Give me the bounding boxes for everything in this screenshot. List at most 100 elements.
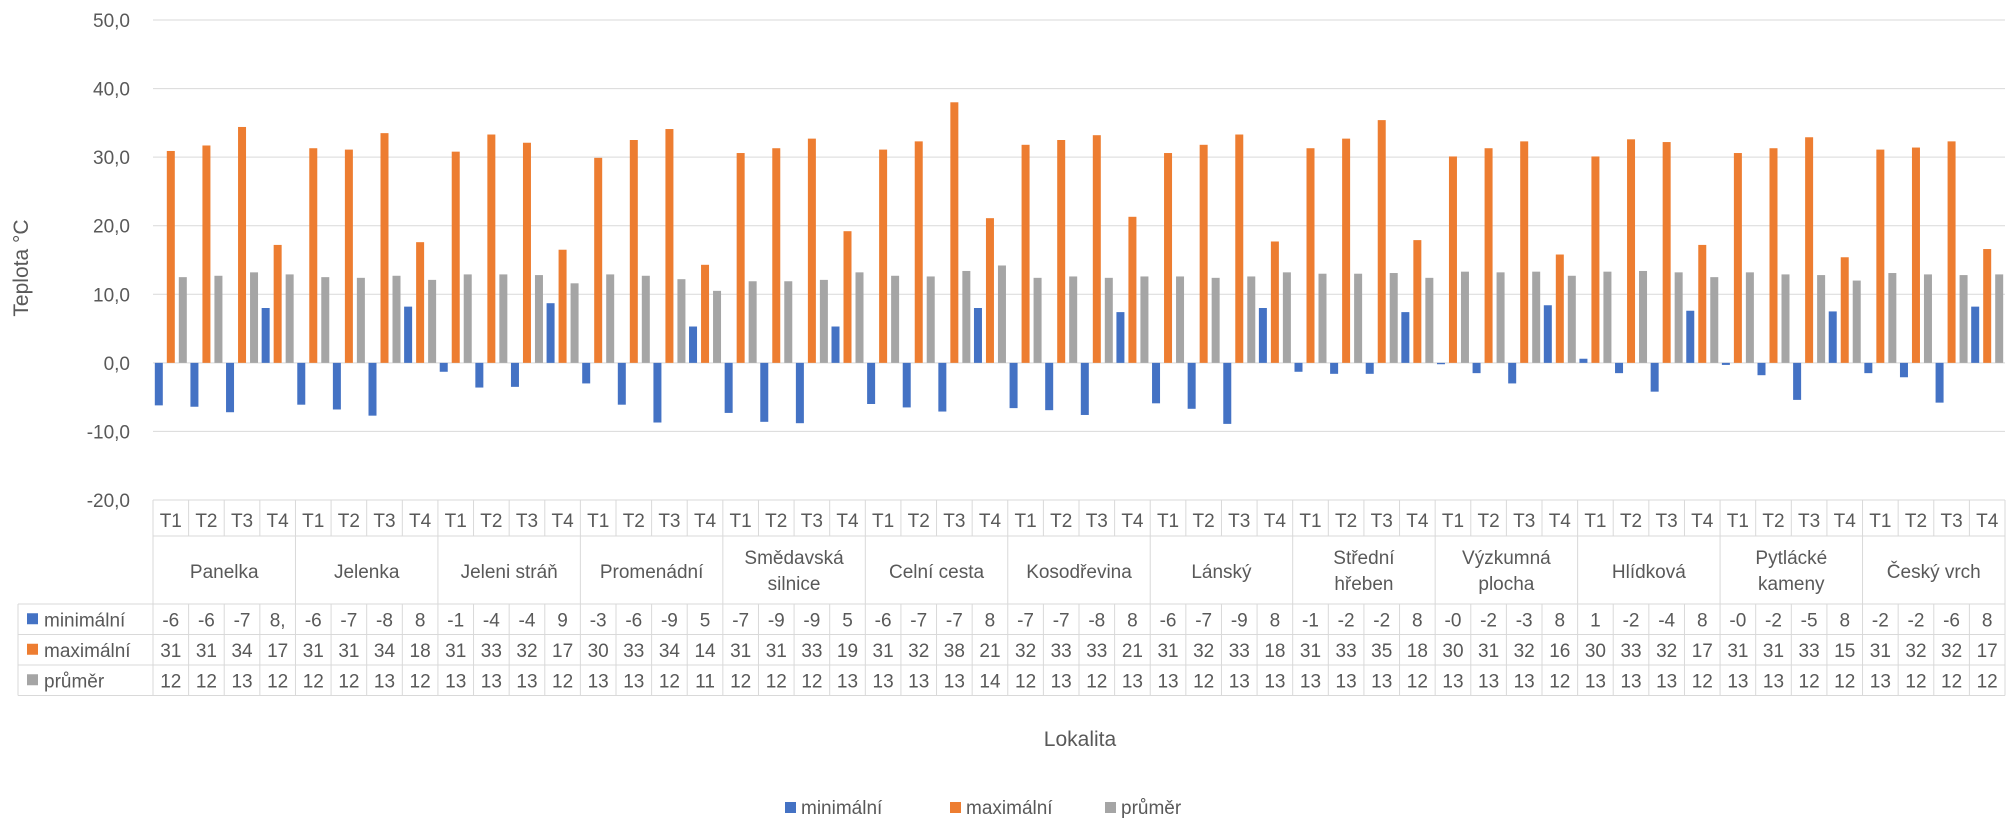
bar-průměr: [285, 274, 294, 363]
bar-minimální: [226, 362, 235, 413]
bar-průměr: [713, 290, 722, 363]
y-tick-label: 40,0: [93, 80, 130, 101]
y-tick-label: -10,0: [87, 422, 130, 443]
table-value: 13: [516, 671, 537, 692]
bar-maximální: [1983, 249, 1992, 363]
bar-minimální: [190, 362, 199, 407]
sub-category-label: T1: [1299, 511, 1321, 532]
location-label: Lánský: [1191, 562, 1252, 583]
bar-minimální: [689, 326, 698, 363]
table-value: 13: [944, 671, 965, 692]
table-value: 33: [623, 641, 644, 662]
bar-průměr: [1745, 272, 1754, 363]
bar-maximální: [416, 242, 425, 363]
location-label: Pytlácké: [1755, 548, 1827, 569]
table-value: 18: [1407, 641, 1428, 662]
bar-průměr: [641, 275, 650, 363]
bar-maximální: [166, 150, 175, 363]
table-value: 8: [1270, 610, 1281, 631]
sub-category-label: T4: [1406, 511, 1429, 532]
sub-category-label: T3: [943, 511, 965, 532]
sub-category-label: T2: [480, 511, 502, 532]
sub-category-label: T4: [1121, 511, 1144, 532]
location-label: silnice: [768, 574, 821, 595]
bar-maximální: [736, 153, 745, 363]
bar-průměr: [1425, 277, 1434, 363]
bar-průměr: [1923, 274, 1932, 363]
table-value: 13: [837, 671, 858, 692]
sub-category-label: T4: [267, 511, 290, 532]
bar-minimální: [760, 362, 769, 422]
table-value: -1: [447, 610, 464, 631]
table-value: -7: [1195, 610, 1212, 631]
sub-category-label: T1: [1014, 511, 1036, 532]
table-value: 12: [303, 671, 324, 692]
table-value: 8: [1697, 610, 1708, 631]
table-value: 32: [516, 641, 537, 662]
table-value: 30: [1442, 641, 1463, 662]
bar-maximální: [273, 244, 282, 363]
table-value: 12: [766, 671, 787, 692]
bar-maximální: [1021, 144, 1030, 363]
bar-maximální: [1911, 147, 1920, 363]
table-value: -9: [768, 610, 785, 631]
sub-category-label: T4: [1976, 511, 1999, 532]
location-label: Kosodřevina: [1026, 562, 1132, 583]
table-value: 19: [837, 641, 858, 662]
sub-category-label: T2: [338, 511, 360, 532]
table-value: -4: [483, 610, 500, 631]
bar-průměr: [1496, 272, 1505, 363]
table-value: 8,: [270, 610, 286, 631]
bar-minimální: [1650, 362, 1659, 392]
bar-minimální: [1757, 362, 1766, 376]
sub-category-label: T4: [1264, 511, 1287, 532]
bar-průměr: [1176, 276, 1185, 363]
bar-průměr: [214, 275, 223, 363]
table-value: 31: [1478, 641, 1499, 662]
bar-minimální: [1472, 362, 1481, 374]
bar-minimální: [1152, 362, 1161, 404]
bar-maximální: [701, 264, 710, 363]
sub-category-label: T2: [623, 511, 645, 532]
bar-minimální: [1686, 310, 1695, 363]
row-key-swatch: [27, 674, 38, 686]
table-value: 13: [873, 671, 894, 692]
sub-category-label: T1: [730, 511, 752, 532]
bar-minimální: [1330, 362, 1339, 374]
sub-category-label: T3: [373, 511, 395, 532]
table-value: 13: [1300, 671, 1321, 692]
location-label: kameny: [1758, 574, 1825, 595]
table-value: -2: [1765, 610, 1782, 631]
table-value: 33: [801, 641, 822, 662]
table-value: 32: [1193, 641, 1214, 662]
sub-category-label: T4: [551, 511, 574, 532]
table-value: 21: [979, 641, 1000, 662]
table-value: 33: [1086, 641, 1107, 662]
bar-maximální: [1591, 156, 1600, 363]
table-value: 8: [415, 610, 426, 631]
table-value: 31: [1727, 641, 1748, 662]
table-value: 30: [1585, 641, 1606, 662]
bar-maximální: [1413, 240, 1422, 363]
x-axis-label: Lokalita: [1044, 728, 1117, 751]
bar-průměr: [499, 274, 508, 363]
y-tick-label: 50,0: [93, 11, 130, 32]
table-value: -6: [198, 610, 215, 631]
bar-maximální: [238, 126, 247, 363]
sub-category-label: T2: [1050, 511, 1072, 532]
table-value: 32: [908, 641, 929, 662]
bar-minimální: [368, 362, 377, 416]
table-value: 31: [160, 641, 181, 662]
bar-minimální: [1045, 362, 1054, 411]
bar-minimální: [653, 362, 662, 423]
table-value: 13: [1371, 671, 1392, 692]
sub-category-label: T4: [409, 511, 432, 532]
table-value: -7: [340, 610, 357, 631]
bar-minimální: [475, 362, 484, 388]
table-value: 1: [1590, 610, 1601, 631]
bar-minimální: [1508, 362, 1517, 384]
table-value: -6: [305, 610, 322, 631]
table-value: 21: [1122, 641, 1143, 662]
table-value: 35: [1371, 641, 1392, 662]
sub-category-label: T3: [516, 511, 538, 532]
